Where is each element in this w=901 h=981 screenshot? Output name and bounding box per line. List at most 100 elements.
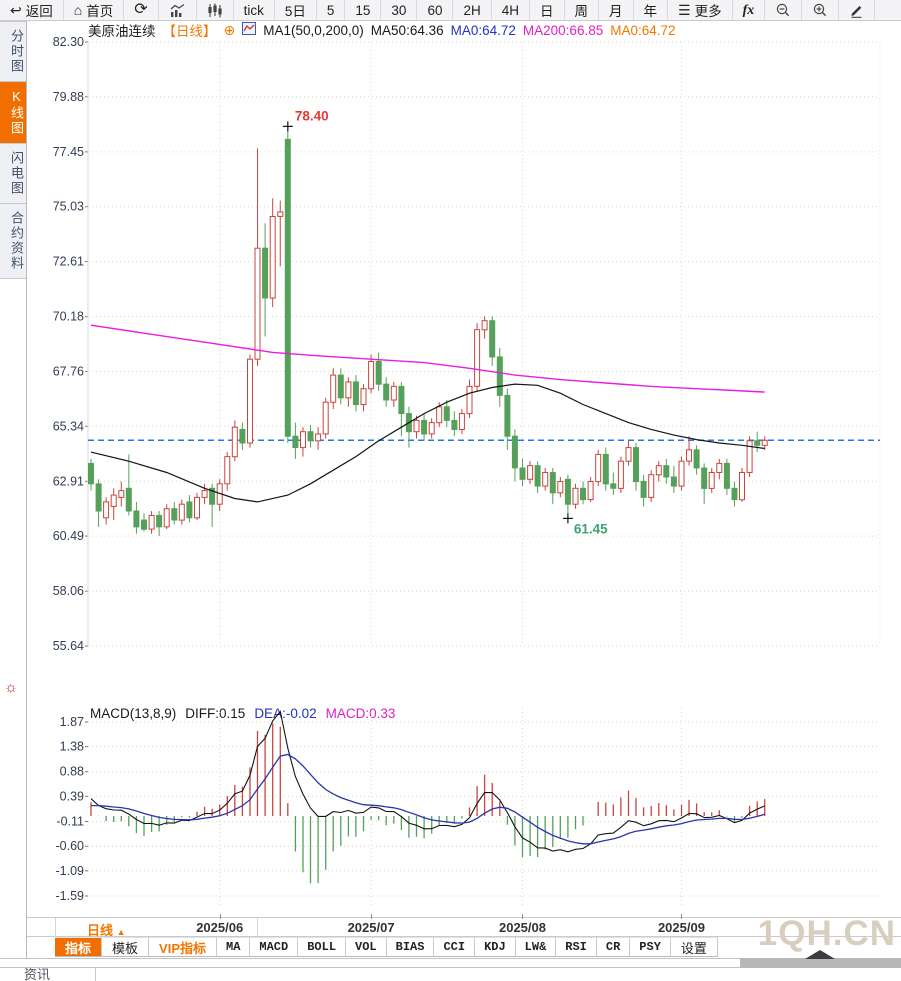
toolbar-line-chart-icon[interactable]: [159, 0, 197, 20]
sidebar-tab-K线图[interactable]: K线图: [0, 82, 26, 144]
toolbar-button-月[interactable]: 月: [599, 0, 634, 20]
toolbar-zoom-in-icon[interactable]: [802, 0, 840, 20]
indicator-tab-BOLL[interactable]: BOLL: [298, 937, 347, 956]
divider: [257, 918, 258, 938]
toolbar-button-首页[interactable]: ⌂ 首页: [64, 0, 125, 20]
toolbar-label: tick: [243, 2, 264, 18]
indicator-tab-VOL[interactable]: VOL: [346, 937, 387, 956]
toolbar-button-年[interactable]: 年: [634, 0, 669, 20]
date-tick: [219, 914, 221, 919]
ma0-orange-value: MA0:64.72: [610, 22, 676, 38]
indicator-tab-PSY[interactable]: PSY: [630, 937, 671, 956]
main-chart-canvas[interactable]: 82.30 79.88 77.45 75.03 72.61 70.18 67.76 65.34…: [27, 35, 901, 660]
toolbar-button-tick[interactable]: tick: [234, 0, 275, 20]
toolbar-button-15[interactable]: 15: [345, 0, 382, 20]
svg-text:78.40: 78.40: [295, 108, 329, 123]
indicator-tab-CR[interactable]: CR: [596, 937, 631, 956]
indicator-tabs-row: 指标 模板 VIP指标 MA MACD BOLL VOL BIAS CCI KDJ LW& RSI CR…: [55, 937, 718, 957]
toolbar-label: 2H: [463, 2, 481, 18]
zoom-in-icon: [812, 2, 828, 18]
indicator-tab-CCI[interactable]: CCI: [434, 937, 476, 956]
period-label: 【日线】: [162, 24, 217, 39]
ma50-value: MA50:64.36: [370, 22, 444, 38]
toolbar-refresh-icon[interactable]: ⟳: [124, 0, 159, 20]
date-tick: [371, 914, 373, 919]
svg-text:77.45: 77.45: [53, 145, 84, 159]
svg-text:72.61: 72.61: [53, 255, 84, 269]
add-indicator-icon[interactable]: ⊕: [223, 21, 236, 38]
toolbar-label: 返回: [25, 4, 53, 19]
sidebar-tab-闪电图[interactable]: 闪电图: [0, 144, 26, 204]
svg-text:58.06: 58.06: [53, 584, 84, 598]
indicator-settings-icon[interactable]: ☼: [4, 679, 18, 696]
expand-arrow-icon[interactable]: [805, 950, 835, 959]
toolbar-label: 更多: [694, 4, 722, 19]
indicator-tab-模板[interactable]: 模板: [102, 937, 150, 956]
toolbar-label: 15: [355, 2, 371, 18]
toolbar-button-日[interactable]: 日: [530, 0, 565, 20]
indicator-tab-KDJ[interactable]: KDJ: [475, 937, 516, 956]
svg-text:82.30: 82.30: [53, 35, 84, 49]
indicator-tab-BIAS[interactable]: BIAS: [386, 937, 435, 956]
toolbar-label: 周: [574, 4, 589, 19]
svg-text:0.39: 0.39: [60, 789, 84, 803]
toolbar-button-2H[interactable]: 2H: [453, 0, 492, 20]
svg-text:55.64: 55.64: [53, 639, 84, 653]
toolbar-zoom-out-icon[interactable]: [765, 0, 803, 20]
svg-text:60.49: 60.49: [53, 529, 84, 543]
divider: [95, 968, 96, 981]
indicator-tab-LW&[interactable]: LW&: [515, 937, 557, 956]
toolbar-label: 年: [643, 4, 658, 19]
sidebar-tab-分时图[interactable]: 分时图: [0, 21, 26, 82]
news-tab[interactable]: 资讯: [24, 967, 51, 981]
toolbar-label: 首页: [86, 4, 114, 19]
macd-chart-canvas[interactable]: 1.87 1.38 0.88 0.39 -0.11 -0.60 -1.09 -1.59: [27, 700, 901, 915]
svg-text:-1.09: -1.09: [56, 864, 85, 878]
svg-text:65.34: 65.34: [53, 419, 84, 433]
svg-text:79.88: 79.88: [53, 90, 84, 104]
xaxis-row: 日线 ▲ 2025/06 2025/07 2025/08 2025/09: [27, 914, 901, 938]
period-badge[interactable]: 日线 ▲: [87, 923, 126, 938]
toolbar-button-5日[interactable]: 5日: [275, 0, 317, 20]
macd-bar-value: MACD:0.33: [325, 706, 396, 721]
main-chart-header: 美原油连续 【日线】 ⊕ MA1(50,0,200,0) MA50:64.36 …: [88, 21, 676, 40]
svg-text:75.03: 75.03: [53, 200, 84, 214]
toolbar-button-60[interactable]: 60: [417, 0, 454, 20]
indicator-tab-指标[interactable]: 指标: [55, 937, 103, 956]
indicator-tab-设置[interactable]: 设置: [670, 937, 718, 956]
xaxis-date-label: 2025/07: [347, 920, 395, 935]
toolbar-candle-chart-icon[interactable]: [197, 0, 234, 20]
ma-indicator-icon[interactable]: [242, 22, 257, 38]
date-tick: [522, 914, 524, 919]
svg-text:-0.60: -0.60: [56, 839, 85, 853]
svg-text:70.18: 70.18: [53, 310, 84, 324]
indicator-tab-MA[interactable]: MA: [217, 937, 251, 956]
svg-text:-1.59: -1.59: [56, 889, 85, 903]
scrollbar-thumb[interactable]: [740, 958, 901, 968]
ma-params-text: MA1(50,0,200,0): [263, 22, 364, 38]
menu-icon: ☰: [678, 1, 691, 18]
toolbar-button-返回[interactable]: ↩ 返回: [0, 0, 64, 20]
toolbar-label: 4H: [501, 2, 520, 18]
indicator-tab-MACD[interactable]: MACD: [250, 937, 299, 956]
toolbar-label: 日: [540, 4, 554, 19]
ma0-blue-value: MA0:64.72: [450, 22, 516, 38]
pencil-icon: [849, 3, 864, 18]
toolbar-label: 60: [427, 2, 443, 18]
toolbar-fx-icon[interactable]: fx: [733, 0, 766, 20]
toolbar-button-4H[interactable]: 4H: [492, 0, 531, 20]
svg-text:67.76: 67.76: [53, 364, 84, 378]
indicator-tab-VIP指标[interactable]: VIP指标: [149, 937, 217, 956]
sidebar-tab-合约资料[interactable]: 合约资料: [0, 204, 26, 279]
home-icon: ⌂: [73, 1, 83, 18]
toolbar-button-30[interactable]: 30: [381, 0, 418, 20]
toolbar-button-5[interactable]: 5: [317, 0, 346, 20]
refresh-icon: ⟳: [134, 1, 148, 18]
toolbar-button-更多[interactable]: ☰ 更多: [668, 0, 733, 20]
chart-area: 美原油连续 【日线】 ⊕ MA1(50,0,200,0) MA50:64.36 …: [27, 20, 901, 981]
horizontal-scrollbar[interactable]: [0, 958, 901, 968]
indicator-tab-RSI[interactable]: RSI: [556, 937, 597, 956]
toolbar-pencil-icon[interactable]: [839, 0, 876, 20]
toolbar-button-周[interactable]: 周: [565, 0, 600, 20]
